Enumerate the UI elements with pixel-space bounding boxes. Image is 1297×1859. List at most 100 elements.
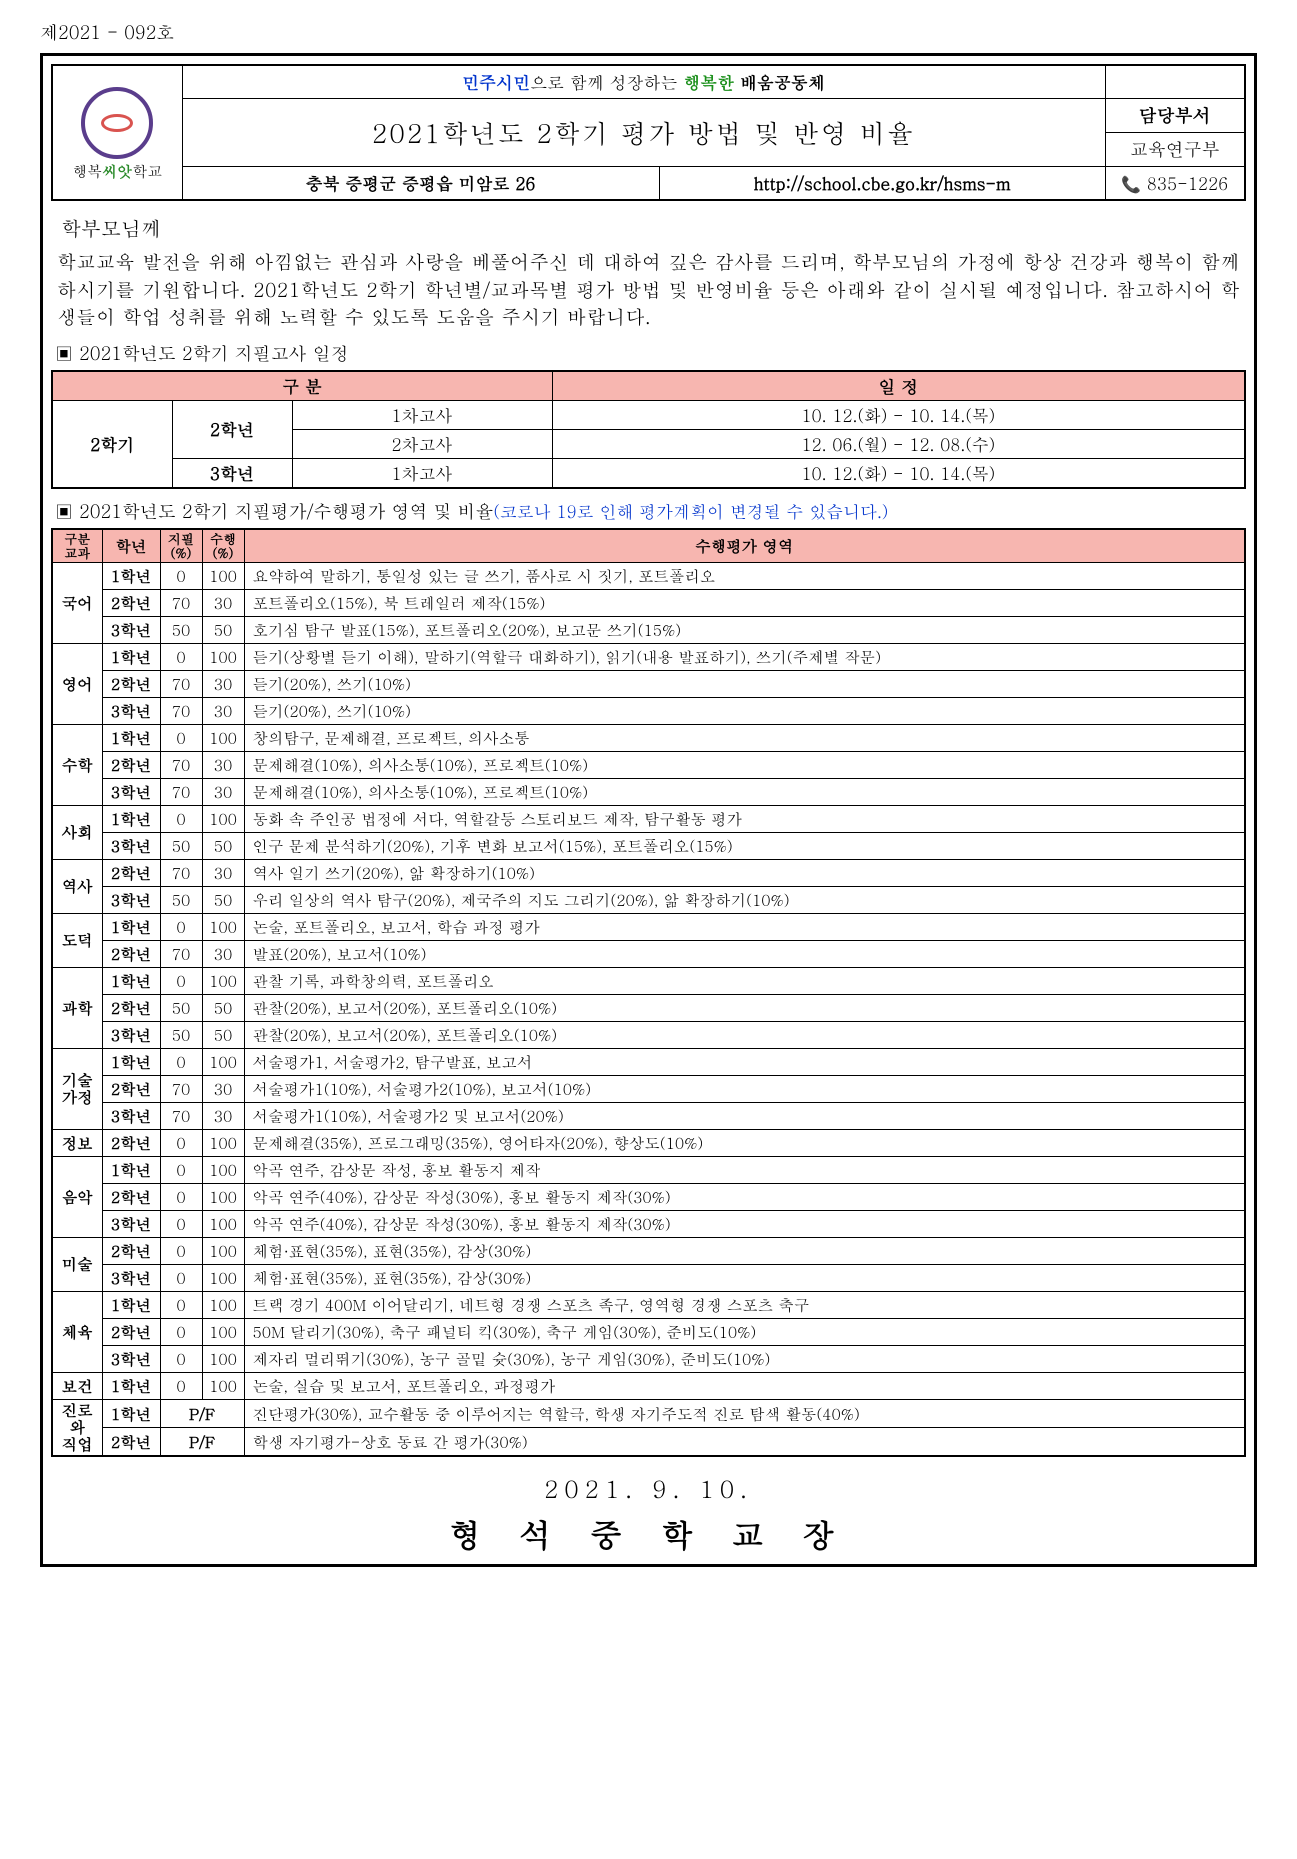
subject-cell: 기술 가정 [52,1049,102,1130]
subject-cell: 체육 [52,1292,102,1373]
written-pct-cell: 0 [160,725,202,752]
perf-pct-cell: 100 [202,1346,244,1373]
logo-cap-1: 행복 [72,161,102,182]
logo-cell: 행복씨앗학교 [52,65,182,200]
table-row: 2학년7030듣기(20%), 쓰기(10%) [52,671,1245,698]
perf-pct-cell: 100 [202,1211,244,1238]
grade-cell: 3학년 [102,1265,160,1292]
written-pct-cell: 0 [160,914,202,941]
perf-pct-cell: 30 [202,860,244,887]
perf-pct-cell: 100 [202,1157,244,1184]
written-pct-cell: 0 [160,1292,202,1319]
eval-hdr-perf: 수행 (%) [202,529,244,563]
perf-pct-cell: 100 [202,1319,244,1346]
pf-cell: P/F [160,1400,244,1428]
table-row: 2학년7030문제해결(10%), 의사소통(10%), 프로젝트(10%) [52,752,1245,779]
written-pct-cell: 50 [160,833,202,860]
desc-cell: 관찰(20%), 보고서(20%), 포트폴리오(10%) [244,995,1245,1022]
schedule-table: 구 분 일 정 2학기 2학년 1차고사 10. 12.(화) - 10. 14… [51,370,1246,489]
desc-cell: 포트폴리오(15%), 북 트레일러 제작(15%) [244,590,1245,617]
desc-cell: 창의탐구, 문제해결, 프로젝트, 의사소통 [244,725,1245,752]
written-pct-cell: 70 [160,860,202,887]
subject-cell: 미술 [52,1238,102,1292]
written-pct-cell: 70 [160,698,202,725]
desc-cell: 진단평가(30%), 교수활동 중 이루어지는 역할극, 학생 자기주도적 진로… [244,1400,1245,1428]
perf-pct-cell: 100 [202,806,244,833]
grade-cell: 2학년 [102,1238,160,1265]
grade-cell: 1학년 [102,1400,160,1428]
desc-cell: 악곡 연주, 감상문 작성, 홍보 활동지 제작 [244,1157,1245,1184]
table-row: 3학년0100악곡 연주(40%), 감상문 작성(30%), 홍보 활동지 제… [52,1211,1245,1238]
subject-cell: 음악 [52,1157,102,1238]
phone-icon: 📞 [1121,172,1141,195]
grade-cell: 1학년 [102,806,160,833]
grade-cell: 3학년 [102,1103,160,1130]
subject-cell: 과학 [52,968,102,1049]
written-pct-cell: 70 [160,590,202,617]
grade-cell: 3학년 [102,698,160,725]
sched-g2: 2학년 [172,400,292,458]
school-phone: 📞 835-1226 [1105,167,1245,201]
header-table: 행복씨앗학교 민주시민으로 함께 성장하는 행복한 배움공동체 2021학년도 … [51,64,1246,201]
written-pct-cell: 0 [160,1049,202,1076]
grade-cell: 2학년 [102,1319,160,1346]
desc-cell: 문제해결(10%), 의사소통(10%), 프로젝트(10%) [244,752,1245,779]
logo-cap-2: 씨앗 [102,161,132,182]
perf-pct-cell: 30 [202,779,244,806]
written-pct-cell: 0 [160,968,202,995]
desc-cell: 문제해결(35%), 프로그래밍(35%), 영어타자(20%), 향상도(10… [244,1130,1245,1157]
subject-cell: 도덕 [52,914,102,968]
section2-note: (코로나 19로 인해 평가계획이 변경될 수 있습니다.) [493,499,888,523]
grade-cell: 3학년 [102,1211,160,1238]
desc-cell: 체험·표현(35%), 표현(35%), 감상(30%) [244,1238,1245,1265]
grade-cell: 2학년 [102,1184,160,1211]
grade-cell: 2학년 [102,860,160,887]
written-pct-cell: 70 [160,1076,202,1103]
eval-table: 구분 교과 학년 지필 (%) 수행 (%) 수행평가 영역 국어1학년0100… [51,528,1246,1458]
table-row: 3학년7030문제해결(10%), 의사소통(10%), 프로젝트(10%) [52,779,1245,806]
logo-caption: 행복씨앗학교 [61,161,174,182]
written-pct-cell: 0 [160,1373,202,1400]
desc-cell: 논술, 포트폴리오, 보고서, 학습 과정 평가 [244,914,1245,941]
desc-cell: 논술, 실습 및 보고서, 포트폴리오, 과정평가 [244,1373,1245,1400]
slogan: 민주시민으로 함께 성장하는 행복한 배움공동체 [182,65,1105,99]
grade-cell: 1학년 [102,1157,160,1184]
subject-cell: 영어 [52,644,102,725]
grade-cell: 1학년 [102,914,160,941]
sched-semester: 2학기 [52,400,172,488]
table-row: 기술 가정1학년0100서술평가1, 서술평가2, 탐구발표, 보고서 [52,1049,1245,1076]
subject-cell: 역사 [52,860,102,914]
desc-cell: 서술평가1(10%), 서술평가2(10%), 보고서(10%) [244,1076,1245,1103]
grade-cell: 2학년 [102,1076,160,1103]
desc-cell: 서술평가1(10%), 서술평가2 및 보고서(20%) [244,1103,1245,1130]
table-row: 3학년7030듣기(20%), 쓰기(10%) [52,698,1245,725]
desc-cell: 호기심 탐구 발표(15%), 포트폴리오(20%), 보고문 쓰기(15%) [244,617,1245,644]
perf-pct-cell: 30 [202,671,244,698]
grade-cell: 1학년 [102,968,160,995]
document-title: 2021학년도 2학기 평가 방법 및 반영 비율 [182,99,1105,167]
sched-r2-exam: 1차고사 [292,458,552,488]
eval-hdr-written: 지필 (%) [160,529,202,563]
dept-value: 교육연구부 [1105,133,1245,167]
grade-cell: 1학년 [102,1049,160,1076]
document-number: 제2021 - 092호 [40,20,1257,45]
desc-cell: 듣기(20%), 쓰기(10%) [244,671,1245,698]
table-row: 과학1학년0100관찰 기록, 과학창의력, 포트폴리오 [52,968,1245,995]
section2-title-text: ▣ 2021학년도 2학기 지필평가/수행평가 영역 및 비율 [55,499,493,524]
desc-cell: 문제해결(10%), 의사소통(10%), 프로젝트(10%) [244,779,1245,806]
desc-cell: 발표(20%), 보고서(10%) [244,941,1245,968]
grade-cell: 1학년 [102,644,160,671]
grade-cell: 3학년 [102,1346,160,1373]
perf-pct-cell: 30 [202,752,244,779]
perf-pct-cell: 30 [202,590,244,617]
grade-cell: 3학년 [102,779,160,806]
written-pct-cell: 0 [160,806,202,833]
written-pct-cell: 0 [160,1130,202,1157]
perf-pct-cell: 30 [202,698,244,725]
table-row: 국어1학년0100요약하여 말하기, 통일성 있는 글 쓰기, 품사로 시 짓기… [52,563,1245,590]
table-row: 사회1학년0100동화 속 주인공 법정에 서다, 역할갈등 스토리보드 제작,… [52,806,1245,833]
written-pct-cell: 0 [160,1265,202,1292]
pf-cell: P/F [160,1428,244,1457]
school-address: 충북 증평군 증평읍 미암로 26 [182,167,659,201]
table-row: 2학년0100악곡 연주(40%), 감상문 작성(30%), 홍보 활동지 제… [52,1184,1245,1211]
